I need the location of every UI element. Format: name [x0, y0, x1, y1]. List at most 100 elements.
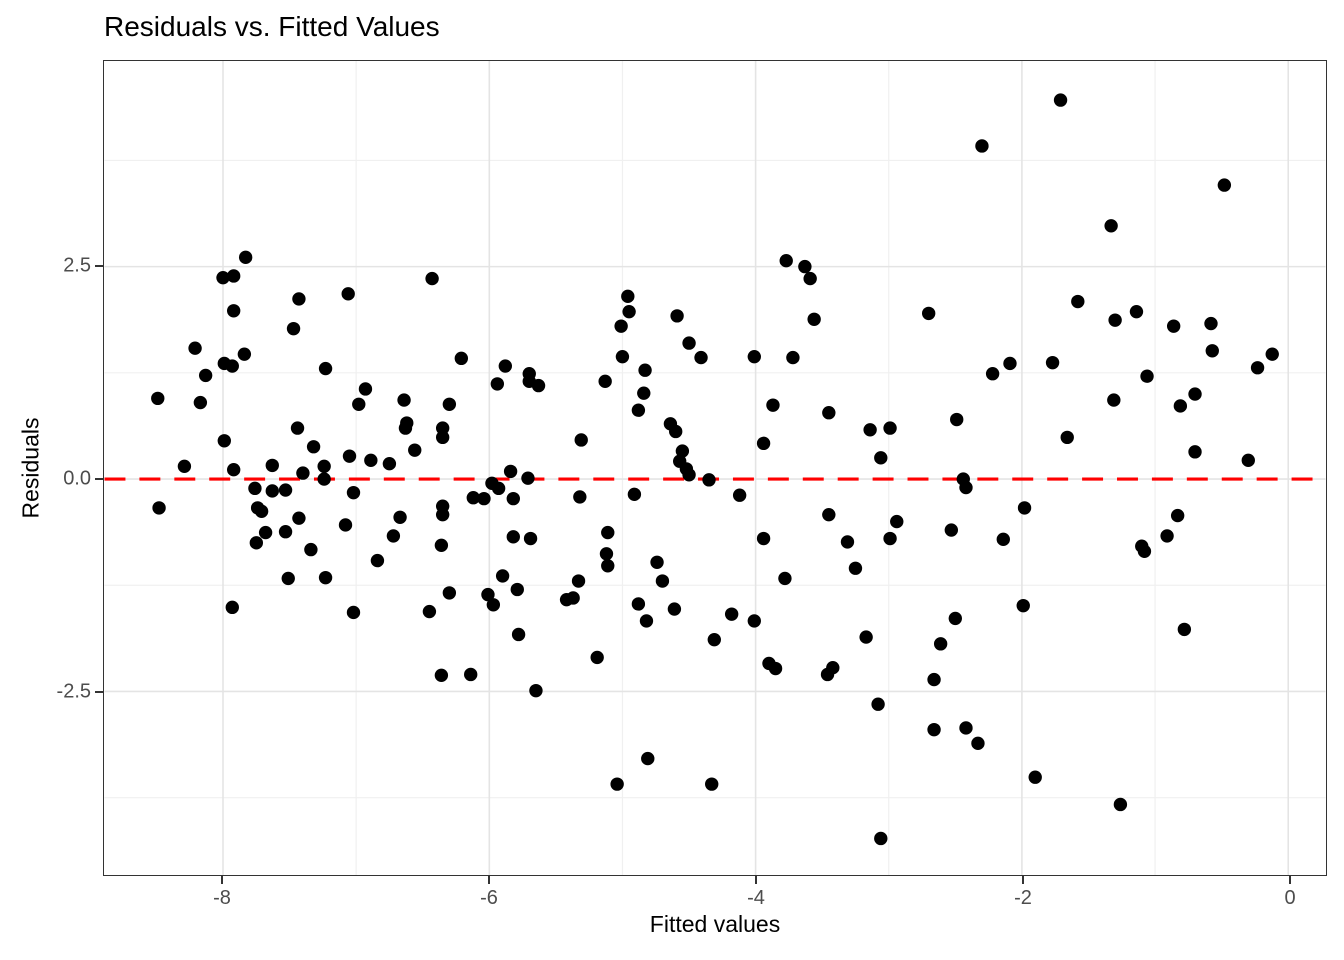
data-point — [779, 254, 793, 268]
data-point — [358, 382, 373, 396]
data-point — [364, 453, 378, 468]
data-point — [523, 531, 538, 546]
data-point — [237, 347, 252, 361]
data-point — [631, 403, 646, 417]
x-tick-mark — [1022, 876, 1024, 884]
data-point — [341, 287, 355, 301]
data-point — [382, 457, 397, 471]
data-point — [971, 736, 985, 751]
data-point — [1137, 544, 1152, 558]
x-axis-label: Fitted values — [649, 911, 781, 937]
data-point — [874, 831, 888, 846]
data-point — [216, 270, 230, 285]
data-point — [826, 661, 840, 675]
data-point — [442, 397, 457, 411]
data-point — [705, 777, 719, 791]
data-point — [694, 350, 708, 365]
data-point — [464, 667, 478, 682]
data-point — [615, 349, 630, 364]
data-point — [610, 777, 624, 791]
data-point — [1028, 770, 1042, 784]
data-point — [281, 571, 295, 586]
data-point — [226, 269, 241, 283]
data-point — [921, 306, 936, 321]
data-point — [317, 459, 331, 473]
data-point — [601, 525, 615, 540]
data-point — [637, 386, 651, 400]
data-point — [1016, 598, 1030, 613]
data-point — [442, 586, 457, 600]
x-tick-label: 0 — [1284, 887, 1296, 909]
data-point — [386, 529, 401, 543]
data-point — [944, 523, 959, 537]
data-point — [732, 488, 747, 502]
data-point — [490, 377, 505, 391]
data-point — [1045, 355, 1060, 370]
data-point — [786, 350, 800, 365]
data-point — [152, 501, 166, 515]
data-point — [682, 468, 696, 482]
data-point — [631, 597, 646, 611]
data-point — [768, 661, 783, 676]
data-point — [822, 508, 836, 522]
plot-title: Residuals vs. Fitted Values — [104, 11, 440, 42]
data-point — [702, 473, 716, 487]
data-point — [292, 292, 306, 306]
data-point — [669, 424, 683, 439]
x-tick-mark — [1289, 876, 1291, 884]
data-point — [397, 393, 411, 407]
data-point — [265, 458, 279, 473]
data-point — [859, 630, 873, 644]
data-point — [265, 484, 279, 498]
data-point — [434, 538, 449, 552]
data-point — [848, 561, 863, 575]
data-point — [521, 471, 535, 485]
data-point — [807, 312, 821, 326]
y-axis-label: Residuals — [17, 417, 44, 519]
data-point — [278, 525, 293, 539]
data-point — [638, 363, 652, 377]
data-point — [840, 535, 855, 549]
data-point — [435, 430, 450, 445]
data-point — [641, 751, 655, 766]
data-point — [466, 491, 480, 505]
data-point — [1241, 453, 1255, 468]
data-point — [1129, 305, 1144, 319]
data-point — [598, 374, 612, 388]
data-point — [225, 600, 239, 615]
y-tick-label: 0.0 — [63, 467, 91, 490]
x-tick-label: -4 — [747, 887, 765, 909]
data-point — [188, 341, 202, 355]
data-point — [318, 361, 333, 376]
data-point — [863, 423, 877, 437]
data-point — [286, 321, 301, 336]
data-point — [756, 531, 771, 546]
data-point — [400, 416, 414, 430]
data-point — [883, 421, 897, 435]
data-point — [747, 614, 761, 628]
data-point — [1217, 178, 1232, 192]
data-point — [506, 530, 520, 544]
data-point — [571, 574, 586, 588]
data-point — [724, 607, 739, 621]
data-point — [306, 440, 321, 454]
data-point — [1160, 529, 1174, 543]
data-point — [890, 514, 904, 529]
y-tick-label: 2.5 — [63, 254, 91, 277]
data-point — [249, 536, 264, 550]
data-point — [766, 398, 780, 412]
data-point — [959, 721, 973, 735]
data-point — [1060, 430, 1074, 445]
data-point — [655, 574, 670, 588]
data-point — [434, 668, 449, 682]
data-point — [573, 490, 587, 504]
data-point — [682, 336, 696, 350]
data-point — [481, 587, 495, 602]
data-point — [874, 451, 888, 465]
data-point — [292, 511, 306, 525]
data-point — [1104, 219, 1118, 233]
data-point — [574, 433, 588, 447]
data-point — [1188, 387, 1202, 401]
data-point — [959, 480, 973, 495]
data-point — [510, 582, 524, 597]
